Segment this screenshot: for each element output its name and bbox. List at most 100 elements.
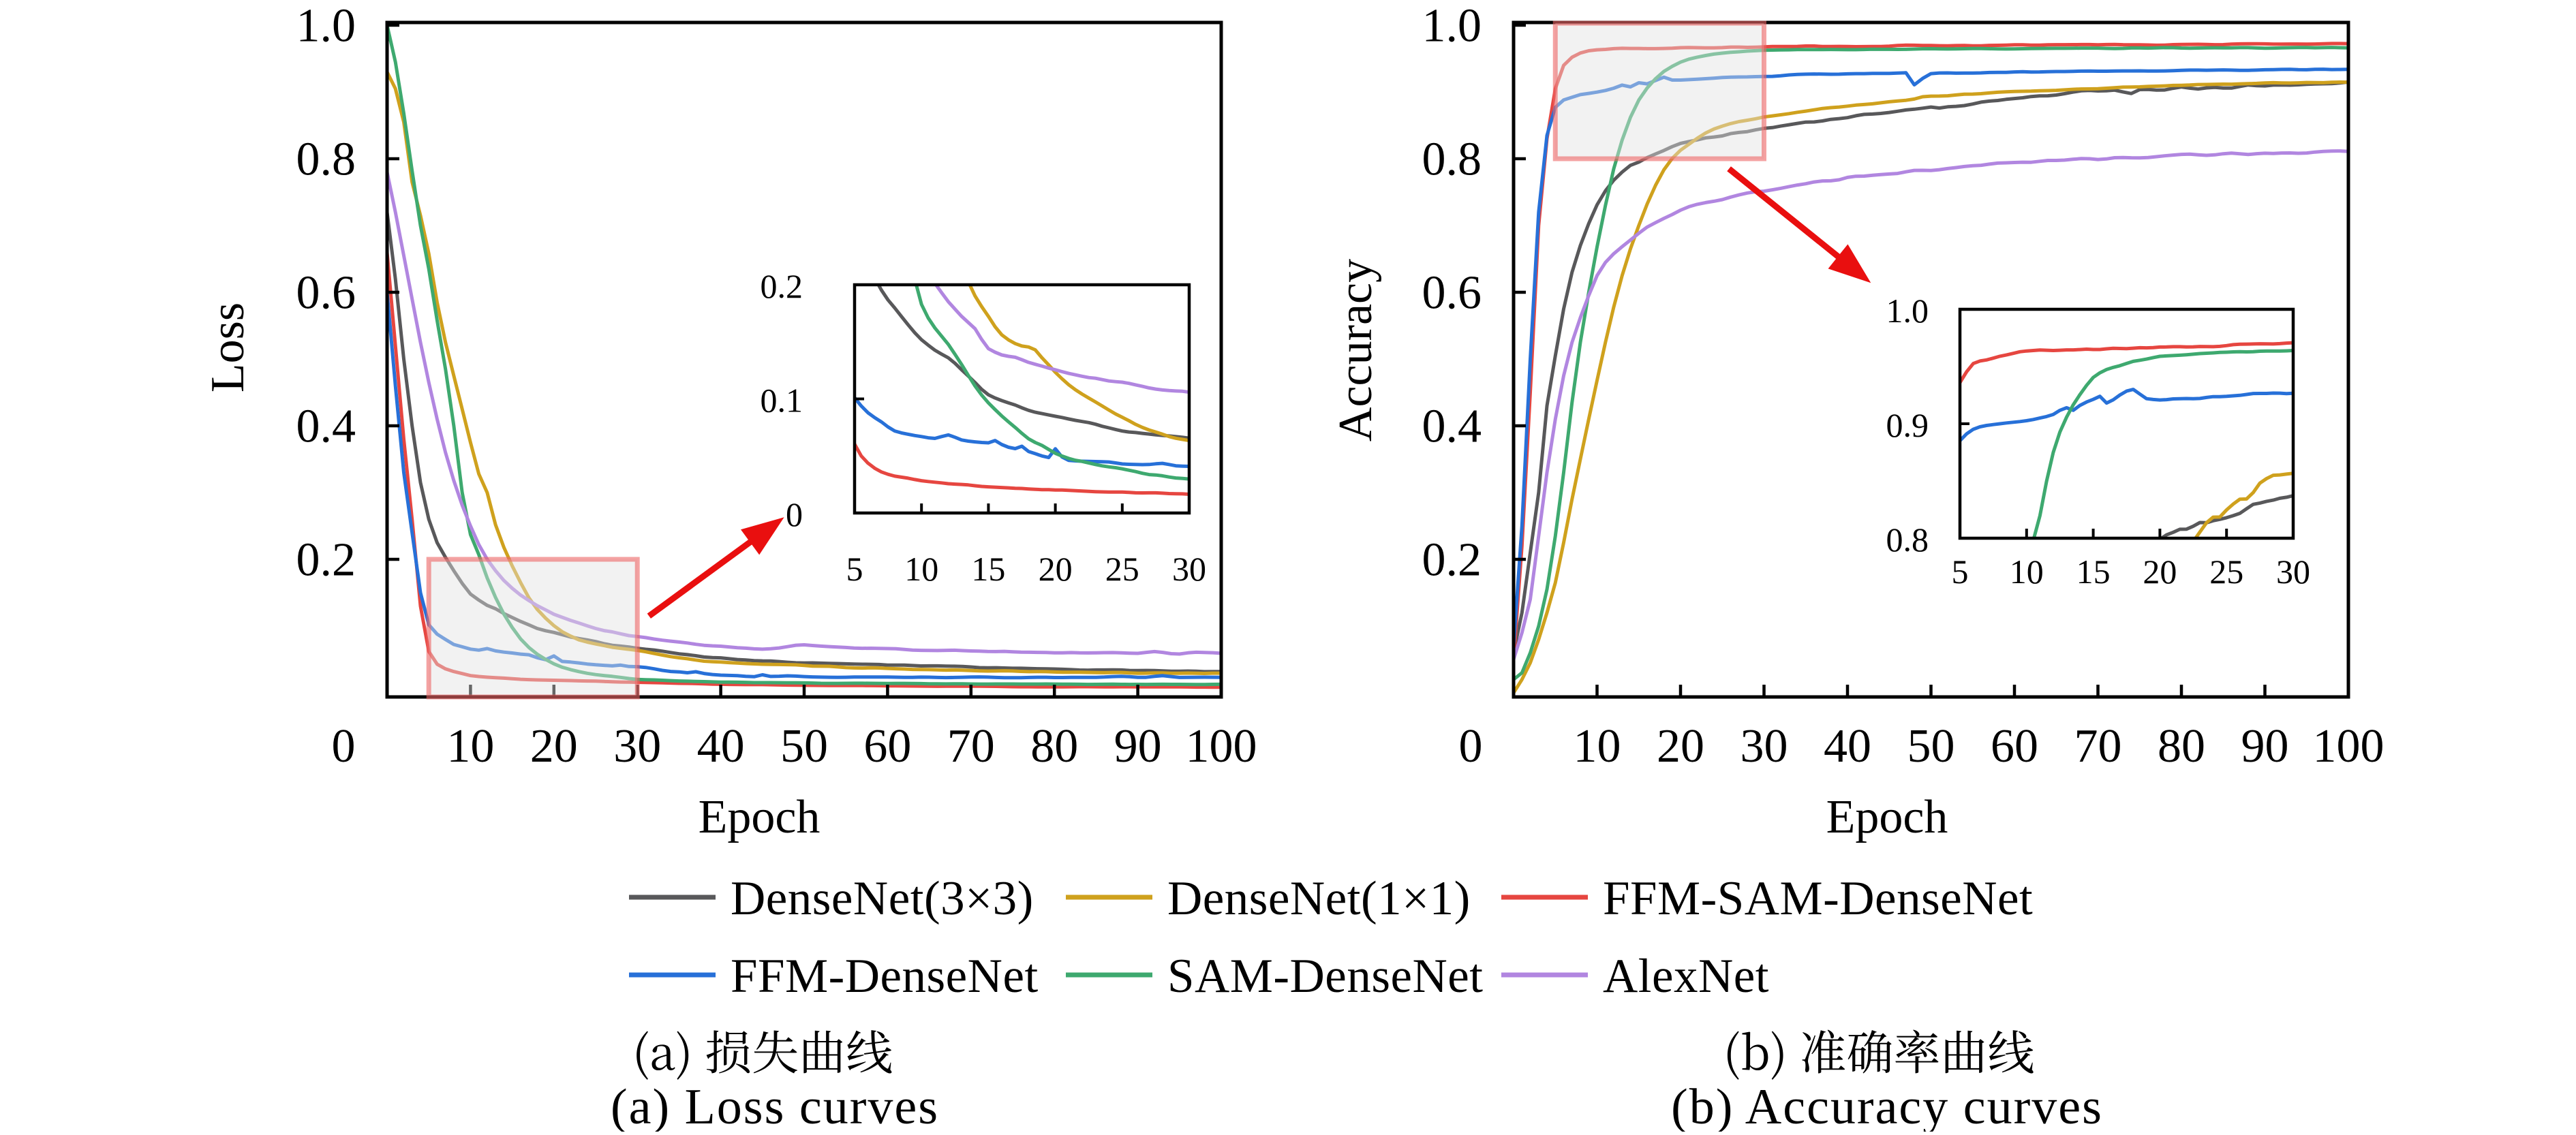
accuracy-x-tick-label: 40 [1824, 720, 1871, 773]
series-line-AlexNet [387, 170, 1221, 656]
caption-cn-glyph [1771, 1031, 1783, 1080]
loss-inset-y-tick-label: 0.2 [761, 267, 803, 305]
loss-x-tick-label: 90 [1114, 720, 1162, 773]
caption-cn-glyph [1727, 1031, 1739, 1080]
accuracy-inset-x-tick-label: 10 [2010, 553, 2044, 591]
accuracy-zoom-arrow-shaft [1727, 166, 1845, 262]
caption-en-left: (a) Loss curves [611, 1079, 938, 1135]
accuracy-series-group [1514, 42, 2348, 695]
loss-x-tick-label: 80 [1030, 720, 1078, 773]
accuracy-x-tick-label: 10 [1574, 720, 1621, 773]
legend-label-AlexNet: AlexNet [1603, 950, 1769, 1003]
accuracy-x-tick-label: 0 [1459, 720, 1483, 773]
accuracy-zoom-highlight-rect [1552, 20, 1766, 161]
caption-cn-glyph [1802, 1029, 1845, 1074]
accuracy-inset-x-tick-label: 20 [2143, 553, 2177, 591]
caption-cn-glyph [1847, 1030, 1892, 1074]
loss-x-tick-label: 100 [1186, 720, 1257, 773]
caption-cn-glyph [1945, 1030, 1984, 1074]
legend-label-DenseNet(1×1): DenseNet(1×1) [1167, 872, 1471, 925]
accuracy-inset-x-tick-label: 25 [2209, 553, 2243, 591]
loss-y-tick-label: 1.0 [296, 0, 356, 52]
accuracy-inset-y-tick-label: 1.0 [1886, 292, 1929, 330]
legend: DenseNet(3×3) DenseNet(1×1) FFM-SAM-DenseN… [629, 872, 2033, 1003]
inset-series-line-SAM-DenseNet [2031, 349, 2293, 538]
loss-x-tick-label: 40 [697, 720, 745, 773]
inset-series-line-SAM-DenseNet [914, 285, 1189, 481]
legend-label-FFM-SAM-DenseNet: FFM-SAM-DenseNet [1603, 872, 2033, 925]
caption-cn-right [1727, 1029, 2034, 1080]
series-line-DenseNet(3×3) [387, 210, 1221, 674]
accuracy-zoom-arrow-head [1828, 244, 1871, 283]
caption-cn-glyph [847, 1030, 892, 1074]
accuracy-x-tick-label: 60 [1991, 720, 2038, 773]
loss-y-tick-label: 0.8 [296, 134, 356, 186]
accuracy-x-tick-label: 30 [1741, 720, 1788, 773]
loss-x-tick-label: 30 [613, 720, 661, 773]
loss-inset-x-tick-label: 10 [904, 550, 938, 588]
caption-cn-glyph [1989, 1030, 2034, 1074]
loss-inset-x-tick-label: 25 [1105, 550, 1139, 588]
inset-series-line-DenseNet(3×3) [2158, 494, 2293, 538]
accuracy-inset-y-tick-label: 0.9 [1886, 406, 1929, 444]
loss-y-tick-label: 0.2 [296, 534, 356, 587]
accuracy-y-tick-label: 0.4 [1422, 401, 1482, 453]
loss-x-tick-label: 0 [332, 720, 356, 773]
accuracy-inset: 5 10 15 20 25 30 0.8 0.9 1.0 [1886, 292, 2311, 591]
legend-label-SAM-DenseNet: SAM-DenseNet [1167, 950, 1483, 1003]
loss-inset-x-tick-label: 20 [1039, 550, 1073, 588]
loss-inset-x-tick-label: 30 [1172, 550, 1206, 588]
accuracy-x-tick-label: 50 [1907, 720, 1955, 773]
accuracy-x-axis-title: Epoch [1826, 791, 1948, 843]
inset-series-line-FFM-DenseNet [855, 396, 1189, 468]
loss-inset-x-tick-label: 5 [846, 550, 863, 588]
loss-inset-x-tick-label: 15 [971, 550, 1005, 588]
legend-label-FFM-DenseNet: FFM-DenseNet [731, 950, 1039, 1003]
inset-series-line-DenseNet(1×1) [2193, 471, 2293, 538]
series-line-SAM-DenseNet [1514, 46, 2348, 681]
loss-chart: 0 10 20 30 40 50 60 70 80 90 1000.20.40.60.81.0Los… [202, 0, 1257, 843]
inset-series-line-FFM-SAM-DenseNet [1960, 341, 2293, 384]
accuracy-zoom-highlight-fill [1555, 23, 1764, 159]
loss-zoom-arrow-shaft [647, 536, 756, 619]
loss-x-tick-label: 70 [947, 720, 995, 773]
accuracy-x-tick-label: 80 [2158, 720, 2205, 773]
loss-y-axis-title: Loss [202, 302, 254, 392]
loss-inset-y-tick-label: 0.1 [761, 382, 803, 420]
accuracy-y-axis-title: Accuracy [1330, 259, 1382, 441]
loss-zoom-highlight-rect [426, 557, 640, 700]
accuracy-y-tick-label: 0.8 [1422, 134, 1482, 186]
series-line-DenseNet(1×1) [387, 70, 1221, 675]
caption-cn-glyph [677, 1031, 689, 1080]
inset-series-line-FFM-SAM-DenseNet [855, 442, 1189, 496]
series-line-AlexNet [1514, 149, 2348, 662]
series-line-DenseNet(1×1) [1514, 80, 2348, 695]
accuracy-inset-series-group [1960, 341, 2293, 538]
loss-inset: 5 10 15 20 25 30 0 0.1 0.2 [761, 267, 1207, 588]
loss-zoom-highlight-fill [429, 559, 638, 696]
inset-series-line-FFM-DenseNet [1960, 388, 2293, 443]
series-line-DenseNet(3×3) [1514, 80, 2348, 655]
accuracy-x-tick-label: 70 [2074, 720, 2122, 773]
caption-cn-glyph [651, 1044, 675, 1071]
caption-en-right: (b) Accuracy curves [1671, 1079, 2103, 1135]
caption-cn-glyph [753, 1030, 797, 1074]
accuracy-y-tick-label: 0.6 [1422, 267, 1482, 320]
legend-label-DenseNet(3×3): DenseNet(3×3) [731, 872, 1034, 925]
series-line-SAM-DenseNet [387, 23, 1221, 687]
accuracy-x-tick-label: 20 [1657, 720, 1704, 773]
caption-cn-glyph [637, 1031, 648, 1080]
series-line-FFM-DenseNet [387, 290, 1221, 680]
caption-cn-glyph [706, 1030, 750, 1074]
loss-zoom-arrow-head [741, 517, 784, 555]
loss-x-tick-label: 10 [446, 720, 494, 773]
loss-y-tick-label: 0.6 [296, 267, 356, 320]
caption-en-right-text: (b) Accuracy curves [1671, 1079, 2103, 1132]
caption-cn-left [637, 1030, 892, 1080]
accuracy-y-tick-label: 0.2 [1422, 534, 1482, 587]
accuracy-inset-x-tick-label: 5 [1952, 553, 1969, 591]
accuracy-chart: 0 10 20 30 40 50 60 70 80 90 100 0.2 0.4 0.6 0.8 1.0 Acc… [1330, 0, 2385, 843]
inset-series-line-DenseNet(3×3) [876, 285, 1189, 440]
caption-cn-glyph [1742, 1031, 1768, 1071]
